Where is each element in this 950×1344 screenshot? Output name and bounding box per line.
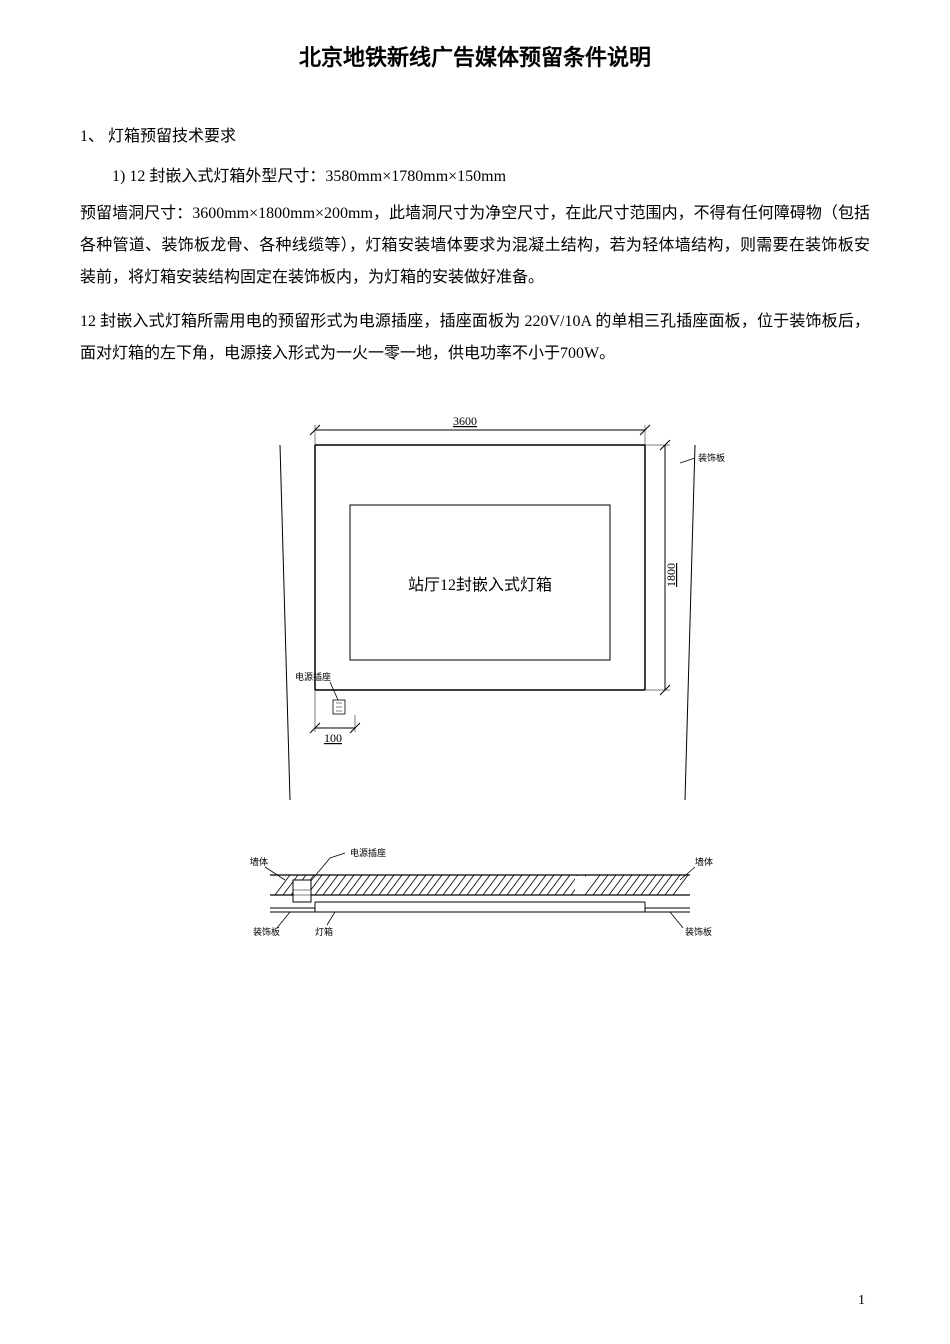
wall-right-label: 墙体 (695, 856, 713, 867)
paragraph-2: 12 封嵌入式灯箱所需用电的预留形式为电源插座，插座面板为 220V/10A 的… (80, 306, 870, 370)
diagram-1-container: 3600 站厅12封嵌入式灯箱 1800 装饰板 电源插座 (80, 410, 870, 810)
section-1-subheading: 1) 12 封嵌入式灯箱外型尺寸：3580mm×1780mm×150mm (112, 162, 870, 186)
diagram1-center-label: 站厅12封嵌入式灯箱 (408, 576, 552, 594)
diagram1-socket-label: 电源插座 (295, 671, 331, 682)
panel-right-label: 装饰板 (685, 926, 712, 937)
dim-1800: 1800 (664, 563, 678, 587)
section-1-heading: 1、 灯箱预留技术要求 (80, 122, 870, 146)
diagram-1: 3600 站厅12封嵌入式灯箱 1800 装饰板 电源插座 (225, 410, 725, 810)
diagram-2-container: 墙体 墙体 电源插座 (80, 840, 870, 960)
wall-left-label: 墙体 (250, 856, 268, 867)
panel-left-label: 装饰板 (253, 926, 280, 937)
dim-3600: 3600 (453, 414, 477, 428)
diagram2-socket-label: 电源插座 (350, 847, 386, 858)
hatching (275, 875, 688, 895)
page-title: 北京地铁新线广告媒体预留条件说明 (80, 40, 870, 72)
diagram-2: 墙体 墙体 电源插座 (215, 840, 735, 960)
dim-100: 100 (324, 731, 342, 745)
lightbox-label: 灯箱 (315, 926, 333, 937)
paragraph-1: 预留墙洞尺寸：3600mm×1800mm×200mm，此墙洞尺寸为净空尺寸，在此… (80, 198, 870, 294)
diagram1-panel-label: 装饰板 (698, 452, 725, 463)
page-number: 1 (858, 1293, 865, 1309)
